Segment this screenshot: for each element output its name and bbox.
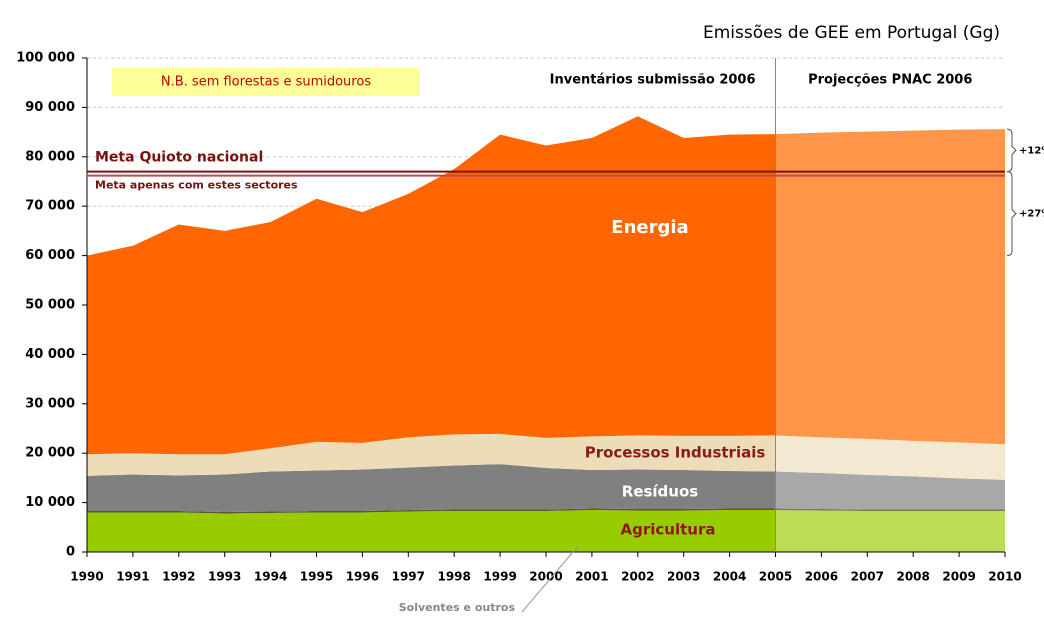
area bbox=[775, 435, 1005, 480]
area bbox=[87, 464, 776, 512]
bracket-label: +27% bbox=[1019, 209, 1044, 220]
area bbox=[87, 510, 776, 552]
bracket-label: +12% bbox=[1019, 145, 1044, 156]
bracket bbox=[1006, 171, 1017, 257]
x-tick-label: 2001 bbox=[575, 570, 608, 584]
x-tick-label: 1993 bbox=[208, 570, 241, 584]
series-label: Solventes e outros bbox=[399, 601, 516, 614]
y-tick-label: 30 000 bbox=[25, 396, 75, 411]
series-label: Energia bbox=[611, 217, 688, 238]
x-tick-label: 1996 bbox=[346, 570, 379, 584]
series-label: Processos Industriais bbox=[585, 444, 766, 462]
x-tick-label: 1991 bbox=[116, 570, 149, 584]
x-tick-label: 2005 bbox=[759, 570, 792, 584]
x-tick-label: 2008 bbox=[896, 570, 929, 584]
x-tick-label: 2000 bbox=[529, 570, 562, 584]
x-tick-label: 2006 bbox=[805, 570, 838, 584]
target-label: Meta Quioto nacional bbox=[95, 150, 263, 166]
period-label: Projecções PNAC 2006 bbox=[808, 73, 972, 88]
area bbox=[775, 510, 1005, 552]
y-tick-label: 60 000 bbox=[25, 248, 75, 263]
y-tick-label: 90 000 bbox=[25, 100, 75, 115]
x-tick-label: 1995 bbox=[300, 570, 333, 584]
x-tick-label: 2009 bbox=[942, 570, 975, 584]
area bbox=[87, 433, 776, 476]
series-label: Resíduos bbox=[622, 483, 699, 501]
area bbox=[775, 129, 1005, 445]
x-tick-label: 2004 bbox=[713, 570, 746, 584]
x-tick-label: 1992 bbox=[162, 570, 195, 584]
y-tick-label: 70 000 bbox=[25, 199, 75, 214]
area bbox=[775, 471, 1005, 510]
target-label: Meta apenas com estes sectores bbox=[95, 179, 298, 192]
leader-line bbox=[521, 545, 579, 613]
bracket bbox=[1006, 128, 1017, 173]
note-box bbox=[112, 68, 420, 96]
series-label: Agricultura bbox=[621, 521, 716, 539]
x-tick-label: 1999 bbox=[483, 570, 516, 584]
y-tick-label: 10 000 bbox=[25, 495, 75, 510]
y-tick-label: 80 000 bbox=[25, 149, 75, 164]
y-tick-label: 0 bbox=[66, 545, 75, 560]
y-tick-label: 20 000 bbox=[25, 446, 75, 461]
x-tick-label: 2010 bbox=[988, 570, 1021, 584]
area bbox=[87, 116, 776, 455]
area bbox=[775, 508, 1005, 511]
y-tick-label: 50 000 bbox=[25, 298, 75, 313]
x-tick-label: 2002 bbox=[621, 570, 654, 584]
note: N.B. sem florestas e sumidouros bbox=[161, 75, 371, 90]
area bbox=[87, 508, 776, 514]
x-tick-label: 1994 bbox=[254, 570, 287, 584]
period-label: Inventários submissão 2006 bbox=[550, 73, 756, 88]
y-tick-label: 40 000 bbox=[25, 347, 75, 362]
x-tick-label: 2003 bbox=[667, 570, 700, 584]
x-tick-label: 1997 bbox=[392, 570, 425, 584]
x-tick-label: 1990 bbox=[70, 570, 103, 584]
x-tick-label: 1998 bbox=[437, 570, 470, 584]
y-tick-label: 100 000 bbox=[16, 51, 75, 66]
x-tick-label: 2007 bbox=[851, 570, 884, 584]
chart-title: Emissões de GEE em Portugal (Gg) bbox=[703, 23, 1000, 43]
